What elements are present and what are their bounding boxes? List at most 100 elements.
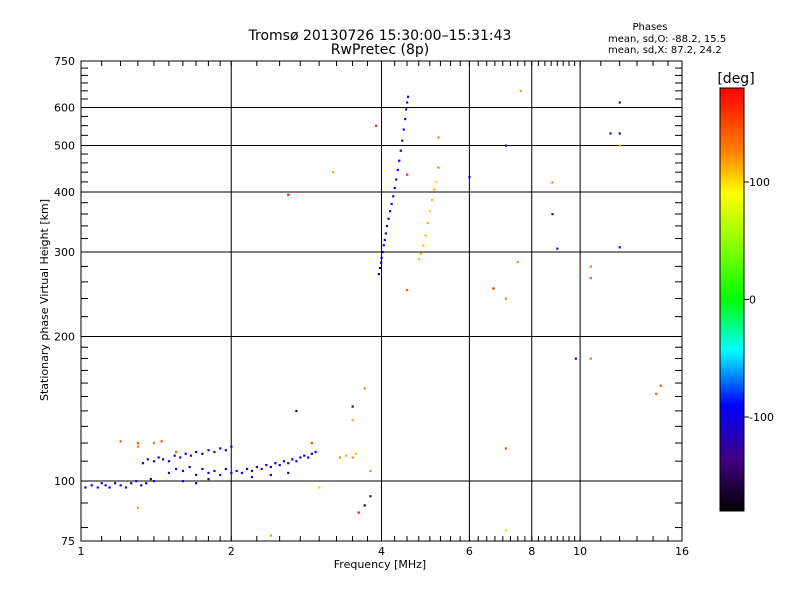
data-point [174,467,178,471]
data-point [310,452,313,455]
data-point [195,482,198,485]
data-point [207,449,210,452]
data-point [141,462,145,465]
data-point [504,529,508,532]
data-point [387,217,390,220]
y-tick-label: 75 [61,535,75,548]
data-point [609,132,612,135]
data-point [390,202,393,206]
data-point [119,484,122,487]
data-point [618,132,621,135]
data-point [303,454,306,457]
data-point [181,469,185,473]
data-point [589,276,592,280]
data-point [195,450,198,454]
data-point [124,486,128,489]
data-point [392,195,395,198]
data-point [431,199,434,202]
data-point [287,193,290,196]
data-point [381,251,384,254]
data-point [433,188,436,191]
data-point [401,139,404,142]
data-point [375,124,378,127]
data-point [351,419,354,422]
data-point [389,210,392,213]
data-point [422,244,425,247]
data-point [235,469,238,473]
data-point [274,462,277,465]
data-point [135,480,138,483]
data-point [395,178,398,181]
data-point [136,445,140,448]
data-point [96,486,99,489]
data-point [149,477,153,481]
data-point [245,467,249,471]
data-point [195,473,198,477]
data-point [282,460,286,463]
data-point [299,456,302,459]
data-point [417,258,420,261]
data-point [377,272,380,276]
data-point [393,186,396,190]
data-point [140,484,143,487]
data-point [157,456,160,459]
x-tick-label: 16 [675,545,689,558]
grid-lines [81,61,682,541]
data-point [435,180,438,184]
data-point [287,462,290,465]
data-point [338,456,342,459]
data-point [404,117,407,121]
data-point [136,506,140,509]
data-point [269,473,272,477]
x-tick-label: 6 [466,545,473,558]
data-point [618,144,621,147]
data-point [655,392,658,395]
data-point [184,452,187,455]
data-point [380,256,383,259]
data-point [100,482,103,485]
x-tick-label: 2 [228,545,235,558]
data-point [179,456,182,459]
data-point [406,101,409,104]
data-point [589,357,592,360]
data-point [119,440,122,443]
data-point [114,482,117,485]
x-tick-labels: 1 2 4 6 8 10 16 [78,545,690,558]
data-point [378,266,382,270]
colorbar-label: [deg] [717,71,754,87]
data-point [382,244,385,247]
data-point [108,486,111,489]
data-point [260,467,263,471]
data-point [162,458,165,461]
chart-title: Tromsø 20130726 15:30:00–15:31:43 [248,28,512,44]
data-point [250,475,254,479]
y-tick-label: 100 [54,475,75,488]
data-point [351,456,354,459]
data-point [278,463,281,467]
info-line-x: mean, sd,X: 87.2, 24.2 [608,45,722,56]
data-point [250,469,254,473]
data-point [152,442,156,445]
data-point [383,238,386,242]
data-point [574,357,577,360]
data-point [174,450,178,454]
data-point [437,166,440,169]
data-point [84,486,87,489]
data-point [295,460,298,463]
data-point [160,440,163,443]
data-points [84,89,662,537]
data-point [405,108,408,111]
data-point [551,213,554,216]
data-point [291,458,294,461]
data-point [213,450,216,454]
data-point [406,95,410,98]
data-point [167,460,171,463]
colorbar [719,87,745,512]
chart-subtitle: RwPretec (8p) [331,42,429,58]
y-tick-label: 600 [54,102,75,115]
data-point [287,471,290,475]
data-point [167,471,171,475]
data-point [224,449,227,452]
data-point [207,471,210,475]
